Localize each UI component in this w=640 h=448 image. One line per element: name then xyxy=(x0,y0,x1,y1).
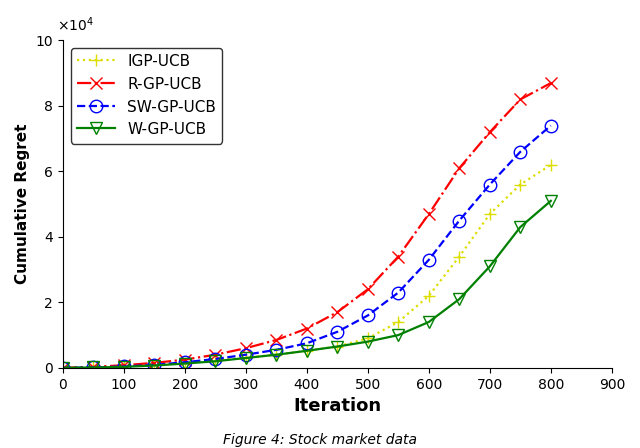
IGP-UCB xyxy=(150,362,158,367)
SW-GP-UCB xyxy=(242,352,250,358)
SW-GP-UCB xyxy=(120,364,128,369)
R-GP-UCB xyxy=(120,362,128,368)
W-GP-UCB xyxy=(150,363,158,368)
W-GP-UCB xyxy=(273,352,280,358)
R-GP-UCB xyxy=(333,310,341,315)
Line: W-GP-UCB: W-GP-UCB xyxy=(57,194,557,374)
IGP-UCB xyxy=(456,254,463,259)
IGP-UCB xyxy=(333,344,341,349)
SW-GP-UCB xyxy=(303,340,310,346)
IGP-UCB xyxy=(364,336,372,341)
Line: IGP-UCB: IGP-UCB xyxy=(57,159,557,374)
R-GP-UCB xyxy=(303,326,310,331)
SW-GP-UCB xyxy=(456,218,463,223)
R-GP-UCB xyxy=(425,211,433,217)
W-GP-UCB xyxy=(242,355,250,361)
R-GP-UCB xyxy=(394,254,402,259)
R-GP-UCB xyxy=(212,352,220,358)
IGP-UCB xyxy=(212,358,220,363)
Legend: IGP-UCB, R-GP-UCB, SW-GP-UCB, W-GP-UCB: IGP-UCB, R-GP-UCB, SW-GP-UCB, W-GP-UCB xyxy=(70,48,222,143)
IGP-UCB xyxy=(59,365,67,370)
W-GP-UCB xyxy=(303,348,310,353)
Text: $\times10^4$: $\times10^4$ xyxy=(58,15,94,34)
IGP-UCB xyxy=(303,348,310,353)
W-GP-UCB xyxy=(181,361,189,366)
SW-GP-UCB xyxy=(486,182,493,187)
W-GP-UCB xyxy=(456,297,463,302)
IGP-UCB xyxy=(425,293,433,298)
IGP-UCB xyxy=(486,211,493,217)
W-GP-UCB xyxy=(425,319,433,325)
R-GP-UCB xyxy=(516,97,524,102)
IGP-UCB xyxy=(547,162,555,168)
Y-axis label: Cumulative Regret: Cumulative Regret xyxy=(15,124,30,284)
SW-GP-UCB xyxy=(181,360,189,365)
IGP-UCB xyxy=(273,352,280,358)
IGP-UCB xyxy=(90,365,97,370)
R-GP-UCB xyxy=(486,129,493,135)
W-GP-UCB xyxy=(516,224,524,230)
SW-GP-UCB xyxy=(150,362,158,367)
R-GP-UCB xyxy=(59,365,67,370)
R-GP-UCB xyxy=(364,287,372,292)
SW-GP-UCB xyxy=(273,347,280,353)
Line: R-GP-UCB: R-GP-UCB xyxy=(57,77,557,374)
Text: Figure 4: Stock market data: Figure 4: Stock market data xyxy=(223,432,417,447)
SW-GP-UCB xyxy=(59,365,67,370)
SW-GP-UCB xyxy=(90,365,97,370)
W-GP-UCB xyxy=(486,264,493,269)
W-GP-UCB xyxy=(364,339,372,345)
R-GP-UCB xyxy=(273,337,280,343)
SW-GP-UCB xyxy=(333,329,341,335)
X-axis label: Iteration: Iteration xyxy=(293,397,381,415)
SW-GP-UCB xyxy=(425,257,433,263)
IGP-UCB xyxy=(516,182,524,187)
W-GP-UCB xyxy=(212,358,220,364)
SW-GP-UCB xyxy=(516,149,524,155)
R-GP-UCB xyxy=(90,364,97,370)
R-GP-UCB xyxy=(242,345,250,351)
W-GP-UCB xyxy=(90,365,97,370)
R-GP-UCB xyxy=(181,357,189,362)
SW-GP-UCB xyxy=(547,123,555,128)
IGP-UCB xyxy=(181,360,189,366)
R-GP-UCB xyxy=(547,80,555,86)
IGP-UCB xyxy=(120,363,128,369)
SW-GP-UCB xyxy=(364,313,372,318)
SW-GP-UCB xyxy=(394,290,402,295)
IGP-UCB xyxy=(394,319,402,325)
W-GP-UCB xyxy=(547,198,555,203)
W-GP-UCB xyxy=(120,364,128,370)
R-GP-UCB xyxy=(150,360,158,366)
Line: SW-GP-UCB: SW-GP-UCB xyxy=(57,119,557,374)
W-GP-UCB xyxy=(59,365,67,370)
IGP-UCB xyxy=(242,355,250,360)
SW-GP-UCB xyxy=(212,356,220,362)
R-GP-UCB xyxy=(456,165,463,171)
W-GP-UCB xyxy=(333,344,341,349)
W-GP-UCB xyxy=(394,332,402,338)
